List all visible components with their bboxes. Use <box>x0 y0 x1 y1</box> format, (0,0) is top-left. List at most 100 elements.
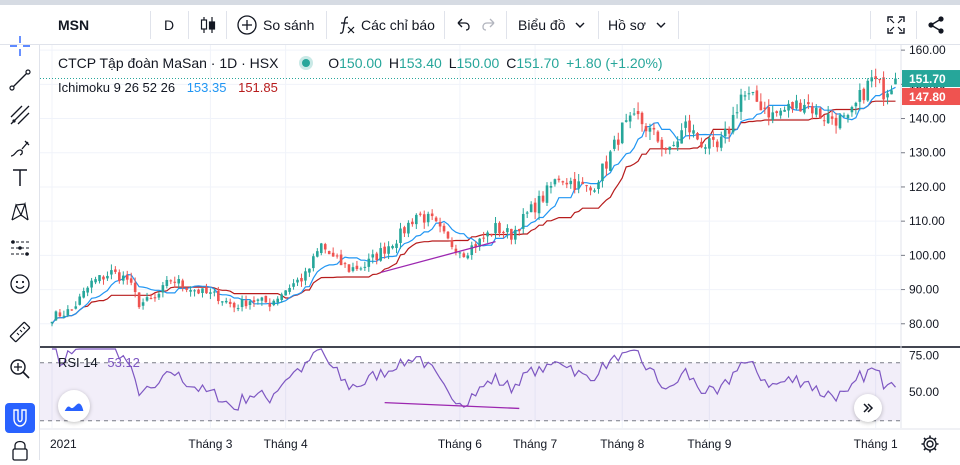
candle-body <box>696 133 699 140</box>
candle-body <box>700 141 703 148</box>
ohlc-values: O150.00 H153.40 L150.00 C151.70 +1.80 (+… <box>328 55 662 71</box>
candles <box>50 68 897 327</box>
indicators-button[interactable]: Các chỉ báo <box>336 5 435 45</box>
crosshair-tool[interactable] <box>6 32 34 60</box>
gann-fib-tool[interactable] <box>6 101 34 129</box>
candle-body <box>482 237 485 239</box>
candle-body <box>771 112 775 120</box>
trend-line-tool[interactable] <box>6 66 34 94</box>
candle-body <box>462 253 466 258</box>
candle-body <box>688 120 691 133</box>
candle-body <box>66 309 70 316</box>
candle-body <box>644 126 648 132</box>
candle-body <box>763 107 767 110</box>
toolbar-divider <box>188 11 189 39</box>
candle-body <box>197 289 200 294</box>
pattern-tool[interactable] <box>6 198 34 226</box>
candle-body <box>220 301 224 303</box>
candle-body <box>94 279 97 283</box>
pitchfork-icon <box>10 105 30 125</box>
candle-body <box>232 302 236 308</box>
time-tick-label: Tháng 8 <box>600 437 644 451</box>
candle-body <box>779 110 782 116</box>
candle-body <box>54 311 58 321</box>
candle-body <box>490 234 493 236</box>
candle-body <box>751 91 755 93</box>
fullscreen-button[interactable] <box>886 5 906 45</box>
candle-body <box>403 227 406 234</box>
chart-type-dropdown[interactable]: Biểu đồ <box>518 5 587 45</box>
candle-body <box>727 129 731 134</box>
candle-body <box>834 117 838 126</box>
profile-dropdown[interactable]: Hồ sơ <box>608 5 668 45</box>
candle-body <box>799 102 802 112</box>
candle-body <box>854 102 858 107</box>
plus-circle-icon <box>237 15 257 35</box>
chart-canvas[interactable]: 80.00 90.00 100.00 110.00 120.00 130.00 140.00… <box>40 45 960 460</box>
text-tool[interactable] <box>6 163 34 191</box>
candle-body <box>323 244 327 250</box>
candle-body <box>652 127 656 130</box>
toolbar-divider <box>226 11 227 39</box>
candle-body <box>312 256 315 269</box>
candle-body <box>565 182 569 185</box>
profile-label: Hồ sơ <box>608 17 646 33</box>
measure-tool[interactable] <box>6 318 34 346</box>
zoom-in-tool[interactable] <box>6 355 34 383</box>
candle-body <box>569 180 573 185</box>
emoji-tool[interactable] <box>6 270 34 298</box>
time-axis: 2021 Tháng 3 Tháng 4 Tháng 6 Tháng 7 Tháng 8 T… <box>40 428 960 451</box>
candle-body <box>114 269 117 272</box>
candle-body <box>664 148 668 150</box>
ichimoku-legend[interactable]: Ichimoku 9 26 52 26 153.35 151.85 <box>58 80 278 95</box>
candle-body <box>557 178 561 181</box>
chart-area[interactable]: 80.00 90.00 100.00 110.00 120.00 130.00 140.00… <box>40 45 960 460</box>
candle-body <box>217 290 220 302</box>
candle-body <box>628 115 632 122</box>
window-top-strip <box>0 0 960 5</box>
prediction-tool[interactable] <box>6 234 34 262</box>
symbol-label: MSN <box>58 17 90 33</box>
candle-body <box>668 146 672 150</box>
magnet-mode-button[interactable] <box>5 403 35 433</box>
scroll-to-realtime-button[interactable] <box>854 394 882 422</box>
undo-button[interactable] <box>454 5 472 45</box>
candles-chart-type-button[interactable] <box>198 5 218 45</box>
candle-body <box>624 120 628 122</box>
rsi-tick-label: 75.00 <box>909 349 939 363</box>
candle-body <box>601 163 604 182</box>
candle-body <box>284 290 287 296</box>
candle-body <box>177 279 181 284</box>
time-tick-label: Tháng 1 <box>854 437 898 451</box>
candle-body <box>268 303 272 307</box>
brush-icon <box>10 140 30 157</box>
candle-body <box>656 131 660 142</box>
candle-body <box>890 90 893 95</box>
redo-icon <box>482 18 495 31</box>
chevron-down-icon <box>656 22 666 28</box>
candle-body <box>783 109 786 112</box>
candle-body <box>680 130 683 144</box>
candle-body <box>62 315 66 317</box>
candle-body <box>256 299 260 301</box>
candle-body <box>129 278 133 283</box>
tradingview-logo-button[interactable] <box>58 390 90 422</box>
candle-body <box>185 288 188 290</box>
candle-body <box>379 248 382 261</box>
rsi-tick-label: 50.00 <box>909 385 939 399</box>
lock-tool[interactable] <box>6 437 34 465</box>
interval-button[interactable]: D <box>164 5 174 45</box>
symbol-search-button[interactable]: MSN <box>58 5 89 45</box>
compare-button[interactable]: So sánh <box>236 5 314 45</box>
candle-body <box>791 101 794 109</box>
chart-settings-button[interactable] <box>914 428 946 460</box>
tradingview-logo-icon <box>63 402 85 412</box>
candle-body <box>787 103 790 111</box>
candle-body <box>74 306 78 309</box>
brush-tool[interactable] <box>6 135 34 163</box>
rsi-legend[interactable]: RSI 14 53.12 <box>58 355 140 370</box>
candle-body <box>205 287 208 294</box>
candle-body <box>118 272 121 281</box>
share-button[interactable] <box>926 5 946 45</box>
redo-button[interactable] <box>480 5 498 45</box>
